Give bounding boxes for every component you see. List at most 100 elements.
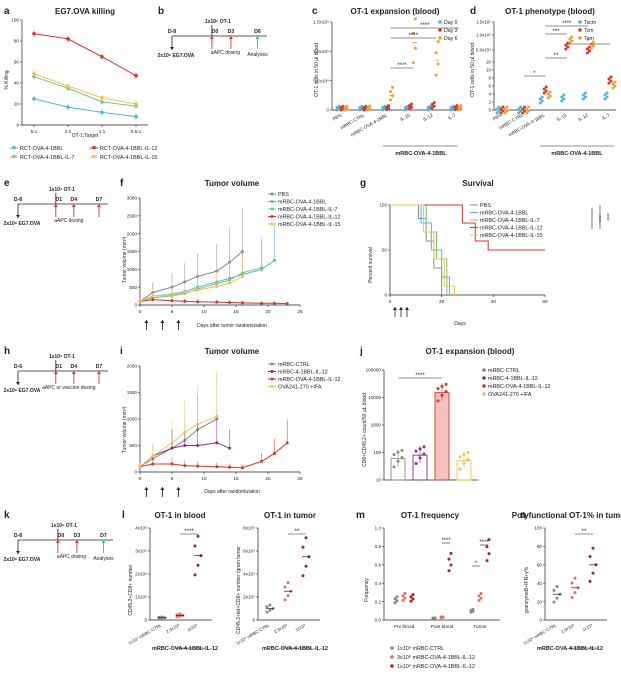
panel-label-e: e <box>4 178 10 189</box>
arrow-head <box>16 551 20 554</box>
data-point <box>591 571 595 575</box>
data-point <box>613 80 617 84</box>
timeline-analyses-label: Analyses <box>93 556 114 562</box>
g-significance: **** <box>603 213 609 221</box>
legend-marker <box>270 215 274 218</box>
timeline-day: D-8 <box>14 197 22 203</box>
timeline-tumor-label: 2x10⁶ EG7.OVA <box>4 221 41 227</box>
c-xtick-label: IL-15 <box>399 112 411 122</box>
timeline-tumor-label: 2x10⁶ EG7.OVA <box>4 388 41 394</box>
data-point <box>471 607 475 611</box>
l1-ylabel: CD45.2+CD8+ number <box>128 564 134 615</box>
l2-xtick-label: 2.5x10⁸ <box>273 622 288 634</box>
data-point <box>196 534 200 538</box>
data-point <box>433 616 437 620</box>
d-group-label: mRBC-OVA-4-1BBL <box>551 151 603 157</box>
title-a: EG7.OVA killing <box>55 7 115 16</box>
data-point <box>611 86 615 90</box>
l1-ytick-label: 0 <box>144 618 147 623</box>
data-point <box>501 105 505 109</box>
legend-marker <box>438 36 442 40</box>
arrow-head <box>144 487 149 490</box>
data-point <box>613 84 617 88</box>
n-ytick-label: 20 <box>537 599 543 604</box>
series-line-RCT-OVA-4-1BBL-IL-15 <box>33 73 137 105</box>
data-point <box>268 608 272 612</box>
data-point <box>409 599 413 603</box>
legend-marker <box>482 376 486 380</box>
legend-label: Tcm <box>584 28 594 34</box>
data-point <box>546 96 550 100</box>
i-xtick-label: 25 <box>297 476 303 482</box>
legend-label: mRBC-OVA-4-1BBL <box>278 199 326 205</box>
data-point <box>521 107 525 111</box>
l1-group-label: mRBC-OVA-4-1BBL-IL-12 <box>152 646 218 652</box>
d-xtick-label: mRBC-OVA-4-1BBL <box>507 112 546 137</box>
g-ytick-label: 50 <box>382 248 388 253</box>
data-point <box>609 79 613 83</box>
l1-significance: **** <box>184 529 194 535</box>
data-point <box>607 77 611 81</box>
d-xtick-label: IL-7 <box>601 112 611 121</box>
legend-label: mRBC-4-1BBL-IL-12 <box>488 376 538 382</box>
panel-label-c: c <box>312 6 318 17</box>
legend-label: mRBC-OVA-4-1BBL-IL-12 <box>278 377 341 383</box>
data-point <box>560 95 564 99</box>
i-ytick-label: 2000 <box>127 364 138 369</box>
data-point <box>585 47 589 51</box>
data-point <box>585 51 589 55</box>
data-point <box>400 455 404 459</box>
legend-label: mRBC-OVA-4-1BBL-IL-7 <box>480 218 540 224</box>
data-point <box>422 445 426 449</box>
data-point <box>175 615 179 619</box>
arrow-head <box>160 320 165 323</box>
data-point <box>588 555 592 559</box>
l2-ylabel: CD45.2+tet+CD8+ number /gram tumor <box>236 546 242 634</box>
data-point <box>403 596 407 600</box>
data-point <box>542 91 546 95</box>
data-point <box>414 449 418 453</box>
legend-marker <box>578 20 582 24</box>
c-ytick-label: 5.0x10⁴ <box>313 78 329 83</box>
data-point <box>521 111 525 115</box>
legend-marker <box>270 370 274 373</box>
i-ytick-label: 500 <box>129 443 137 448</box>
title-m: OT-1 frequency <box>401 511 460 520</box>
legend-marker <box>92 146 96 149</box>
arrow-head <box>405 307 409 310</box>
data-point <box>444 382 448 386</box>
panel-label-i: i <box>120 346 123 357</box>
arrow-head <box>101 540 106 543</box>
series-line-RCT-OVA-4-1BBL-IL-12 <box>33 33 137 77</box>
timeline-day: D3 <box>228 29 235 35</box>
legend-label: RCT-OVA-4-1BBL-IL-15 <box>100 155 157 161</box>
data-point <box>286 581 290 585</box>
m-ytick-label: 1.0 <box>375 526 382 531</box>
data-point <box>517 107 521 111</box>
timeline-ot1-label: 1x10⁶ OT-1 <box>51 523 77 529</box>
data-point <box>414 461 418 465</box>
data-point <box>588 579 592 583</box>
panel-label-m: m <box>356 510 365 521</box>
g-ylabel: Percent survival <box>368 247 374 283</box>
c-xtick-label: IL-12 <box>422 112 434 122</box>
legend-marker <box>270 222 274 226</box>
data-point <box>573 591 577 595</box>
panel-label-j: j <box>359 346 363 357</box>
arrow-head <box>228 36 233 39</box>
d-ytick-label: 1.5x10⁵ <box>476 20 491 25</box>
a-ytick-label: 40 <box>14 81 20 86</box>
data-point <box>517 111 521 115</box>
data-point <box>501 109 505 113</box>
data-point <box>160 615 164 619</box>
l2-ytick-label: 4x10⁵ <box>243 572 255 577</box>
m-xtick-label: Pre blood <box>394 624 415 630</box>
l2-xtick-label: 1x10⁹ <box>294 622 306 632</box>
j-ytick-label: 100000 <box>366 368 382 373</box>
title-c: OT-1 expansion (blood) <box>351 7 440 16</box>
data-point <box>389 89 393 93</box>
data-point <box>196 563 200 567</box>
data-point <box>564 47 568 51</box>
c-ytick-label: 1.5x10⁵ <box>313 20 329 25</box>
data-point <box>265 605 269 609</box>
